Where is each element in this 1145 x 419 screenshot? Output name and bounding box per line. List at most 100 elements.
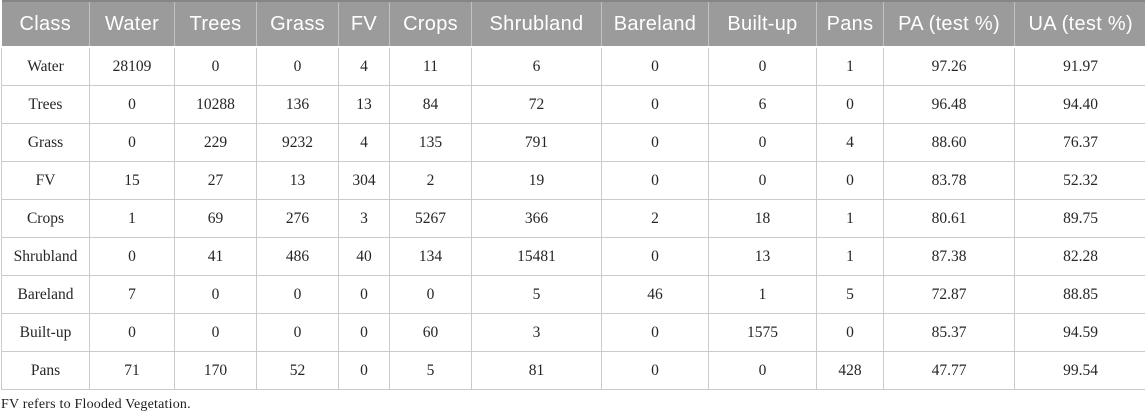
table-cell: 1: [816, 199, 884, 238]
table-cell: 47.77: [883, 351, 1015, 390]
table-cell: 13: [256, 161, 339, 200]
table-cell: 5: [471, 275, 602, 314]
column-header: Crops: [389, 0, 472, 48]
table-cell: 5267: [389, 199, 472, 238]
column-header: Bareland: [601, 0, 709, 48]
table-cell: 0: [338, 351, 390, 390]
table-cell: 18: [708, 199, 817, 238]
table-cell: 88.85: [1014, 275, 1145, 314]
column-header: Class: [1, 0, 90, 48]
column-header: Water: [89, 0, 175, 48]
table-row: Pans 71 170 52 0 5 81 0 0 428 47.77 99.54: [1, 351, 1145, 390]
table-cell: 0: [89, 313, 175, 352]
column-header: Shrubland: [471, 0, 602, 48]
table-cell: 52.32: [1014, 161, 1145, 200]
table-cell: 0: [601, 161, 709, 200]
table-cell: 0: [89, 123, 175, 162]
table-cell: 0: [601, 237, 709, 276]
table-cell: 46: [601, 275, 709, 314]
row-label: Trees: [1, 85, 90, 124]
table-cell: 4: [338, 46, 390, 86]
table-cell: 0: [601, 85, 709, 124]
row-label: Pans: [1, 351, 90, 390]
row-label: Grass: [1, 123, 90, 162]
table-cell: 91.97: [1014, 46, 1145, 86]
table-cell: 15: [89, 161, 175, 200]
table-cell: 136: [256, 85, 339, 124]
table-cell: 1: [89, 199, 175, 238]
table-cell: 0: [708, 46, 817, 86]
table-cell: 0: [816, 313, 884, 352]
table-cell: 2: [601, 199, 709, 238]
table-cell: 94.59: [1014, 313, 1145, 352]
table-cell: 0: [174, 313, 257, 352]
table-cell: 10288: [174, 85, 257, 124]
table-cell: 0: [174, 275, 257, 314]
table-row: Crops 1 69 276 3 5267 366 2 18 1 80.61 89.75: [1, 199, 1145, 238]
table-cell: 6: [471, 46, 602, 86]
table-row: FV 15 27 13 304 2 19 0 0 0 83.78 52.32: [1, 161, 1145, 200]
table-cell: 791: [471, 123, 602, 162]
table-cell: 7: [89, 275, 175, 314]
table-cell: 0: [601, 46, 709, 86]
table-cell: 69: [174, 199, 257, 238]
table-cell: 80.61: [883, 199, 1015, 238]
table-cell: 3: [471, 313, 602, 352]
table-cell: 0: [601, 123, 709, 162]
table-cell: 19: [471, 161, 602, 200]
table-cell: 0: [389, 275, 472, 314]
table-cell: 366: [471, 199, 602, 238]
table-row: Built-up 0 0 0 0 60 3 0 1575 0 85.37 94.59: [1, 313, 1145, 352]
table-cell: 0: [708, 123, 817, 162]
table-cell: 88.60: [883, 123, 1015, 162]
table-cell: 170: [174, 351, 257, 390]
table-cell: 0: [338, 313, 390, 352]
table-cell: 0: [256, 313, 339, 352]
table-cell: 84: [389, 85, 472, 124]
table-cell: 85.37: [883, 313, 1015, 352]
table-cell: 82.28: [1014, 237, 1145, 276]
table-cell: 0: [89, 237, 175, 276]
table-cell: 2: [389, 161, 472, 200]
table-cell: 15481: [471, 237, 602, 276]
table-cell: 60: [389, 313, 472, 352]
column-header: Built-up: [708, 0, 817, 48]
column-header: PA (test %): [883, 0, 1015, 48]
table-cell: 135: [389, 123, 472, 162]
table-cell: 134: [389, 237, 472, 276]
table-cell: 52: [256, 351, 339, 390]
table-cell: 41: [174, 237, 257, 276]
table-cell: 0: [601, 351, 709, 390]
table-cell: 486: [256, 237, 339, 276]
table-row: Water 28109 0 0 4 11 6 0 0 1 97.26 91.97: [1, 46, 1145, 86]
table-cell: 0: [708, 161, 817, 200]
table-cell: 13: [338, 85, 390, 124]
row-label: Water: [1, 46, 90, 86]
table-cell: 89.75: [1014, 199, 1145, 238]
column-header: Pans: [816, 0, 884, 48]
table-cell: 0: [816, 161, 884, 200]
table-cell: 83.78: [883, 161, 1015, 200]
table-cell: 94.40: [1014, 85, 1145, 124]
table-cell: 4: [338, 123, 390, 162]
table-cell: 27: [174, 161, 257, 200]
table-row: Shrubland 0 41 486 40 134 15481 0 13 1 87.38 82.28: [1, 237, 1145, 276]
table-cell: 4: [816, 123, 884, 162]
table-cell: 0: [708, 351, 817, 390]
table-cell: 11: [389, 46, 472, 86]
table-cell: 99.54: [1014, 351, 1145, 390]
row-label: Crops: [1, 199, 90, 238]
table-body: Water 28109 0 0 4 11 6 0 0 1 97.26 91.97 Trees 0 10288…: [1, 46, 1145, 390]
column-header: UA (test %): [1014, 0, 1145, 48]
row-label: Built-up: [1, 313, 90, 352]
table-cell: 87.38: [883, 237, 1015, 276]
confusion-matrix-table: Class Water Trees Grass FV Crops Shrubland Bare…: [1, 0, 1145, 390]
table-cell: 1: [816, 237, 884, 276]
table-row: Grass 0 229 9232 4 135 791 0 0 4 88.60 76.37: [1, 123, 1145, 162]
table-header-row: Class Water Trees Grass FV Crops Shrubland Bare…: [1, 0, 1145, 48]
table-footnote: FV refers to Flooded Vegetation.: [1, 397, 191, 412]
table-cell: 0: [256, 275, 339, 314]
row-label: Shrubland: [1, 237, 90, 276]
table-cell: 9232: [256, 123, 339, 162]
table-cell: 1: [708, 275, 817, 314]
